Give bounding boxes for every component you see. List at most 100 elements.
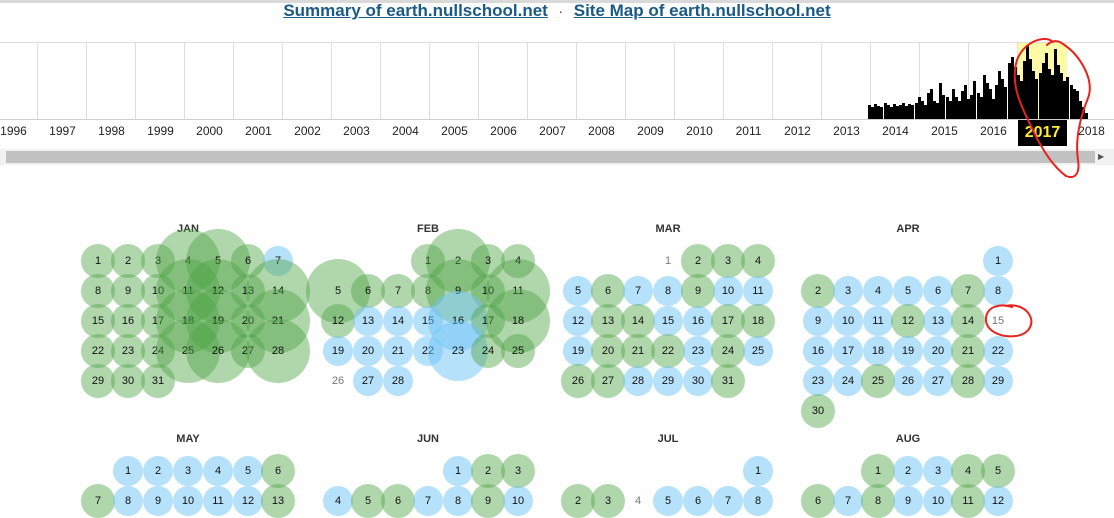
year-label-2016[interactable]: 2016 <box>980 124 1007 138</box>
day-feb-20[interactable]: 20 <box>361 345 375 357</box>
day-feb-21[interactable]: 21 <box>391 345 405 357</box>
year-column-2007[interactable] <box>528 43 577 119</box>
day-aug-11[interactable]: 11 <box>962 495 974 507</box>
day-apr-1[interactable]: 1 <box>994 255 1002 267</box>
day-mar-11[interactable]: 11 <box>752 285 764 297</box>
day-mar-3[interactable]: 3 <box>724 255 732 267</box>
summary-link[interactable]: Summary of earth.nullschool.net <box>283 1 548 20</box>
day-apr-30[interactable]: 30 <box>811 405 825 417</box>
day-apr-25[interactable]: 25 <box>871 375 885 387</box>
day-aug-2[interactable]: 2 <box>904 465 912 477</box>
day-mar-4[interactable]: 4 <box>754 255 762 267</box>
day-jan-11[interactable]: 11 <box>182 285 194 297</box>
sparkline-histogram[interactable] <box>0 42 1114 120</box>
year-label-2013[interactable]: 2013 <box>833 124 860 138</box>
day-aug-12[interactable]: 12 <box>991 495 1005 507</box>
day-mar-18[interactable]: 18 <box>751 315 765 327</box>
day-jan-10[interactable]: 10 <box>151 285 165 297</box>
day-mar-27[interactable]: 27 <box>601 375 615 387</box>
year-label-1996[interactable]: 1996 <box>0 124 27 138</box>
day-apr-4[interactable]: 4 <box>874 285 882 297</box>
day-feb-8[interactable]: 8 <box>424 285 432 297</box>
day-mar-6[interactable]: 6 <box>604 285 612 297</box>
day-feb-11[interactable]: 11 <box>512 285 524 297</box>
day-apr-13[interactable]: 13 <box>931 315 945 327</box>
year-column-2009[interactable] <box>626 43 675 119</box>
year-label-2014[interactable]: 2014 <box>882 124 909 138</box>
day-feb-24[interactable]: 24 <box>481 345 495 357</box>
day-may-12[interactable]: 12 <box>241 495 255 507</box>
year-label-2018[interactable]: 2018 <box>1078 124 1105 138</box>
day-feb-22[interactable]: 22 <box>421 345 435 357</box>
day-jun-6[interactable]: 6 <box>394 495 402 507</box>
day-feb-25[interactable]: 25 <box>511 345 525 357</box>
day-jan-4[interactable]: 4 <box>184 255 192 267</box>
day-mar-26[interactable]: 26 <box>571 375 585 387</box>
day-jan-25[interactable]: 25 <box>181 345 195 357</box>
day-mar-21[interactable]: 21 <box>631 345 645 357</box>
day-feb-15[interactable]: 15 <box>421 315 435 327</box>
day-jan-9[interactable]: 9 <box>124 285 132 297</box>
day-jan-19[interactable]: 19 <box>211 315 225 327</box>
year-label-2003[interactable]: 2003 <box>343 124 370 138</box>
day-jul-5[interactable]: 5 <box>664 495 672 507</box>
day-jan-16[interactable]: 16 <box>121 315 135 327</box>
year-column-2000[interactable] <box>185 43 234 119</box>
day-jun-4[interactable]: 4 <box>334 495 342 507</box>
day-mar-23[interactable]: 23 <box>691 345 705 357</box>
day-apr-12[interactable]: 12 <box>901 315 915 327</box>
day-mar-30[interactable]: 30 <box>691 375 705 387</box>
day-jan-27[interactable]: 27 <box>241 345 255 357</box>
day-feb-18[interactable]: 18 <box>511 315 525 327</box>
day-apr-18[interactable]: 18 <box>871 345 885 357</box>
day-apr-7[interactable]: 7 <box>964 285 972 297</box>
day-mar-25[interactable]: 25 <box>751 345 765 357</box>
day-apr-14[interactable]: 14 <box>961 315 975 327</box>
day-jul-2[interactable]: 2 <box>574 495 582 507</box>
day-apr-2[interactable]: 2 <box>814 285 822 297</box>
day-feb-17[interactable]: 17 <box>481 315 495 327</box>
day-apr-6[interactable]: 6 <box>934 285 942 297</box>
timeline-scrollbar[interactable]: ▶ <box>0 149 1114 165</box>
year-label-2001[interactable]: 2001 <box>245 124 272 138</box>
day-may-1[interactable]: 1 <box>124 465 132 477</box>
sitemap-link[interactable]: Site Map of earth.nullschool.net <box>573 1 831 20</box>
day-feb-5[interactable]: 5 <box>334 285 342 297</box>
day-feb-3[interactable]: 3 <box>484 255 492 267</box>
day-apr-22[interactable]: 22 <box>991 345 1005 357</box>
year-label-2006[interactable]: 2006 <box>490 124 517 138</box>
day-feb-4[interactable]: 4 <box>514 255 522 267</box>
day-mar-24[interactable]: 24 <box>721 345 735 357</box>
year-label-2017[interactable]: 2017 <box>1018 120 1067 146</box>
day-feb-2[interactable]: 2 <box>454 255 462 267</box>
year-label-1997[interactable]: 1997 <box>49 124 76 138</box>
day-jan-22[interactable]: 22 <box>91 345 105 357</box>
year-label-2002[interactable]: 2002 <box>294 124 321 138</box>
day-jan-1[interactable]: 1 <box>94 255 102 267</box>
day-mar-15[interactable]: 15 <box>661 315 675 327</box>
day-jan-6[interactable]: 6 <box>244 255 252 267</box>
year-label-2000[interactable]: 2000 <box>196 124 223 138</box>
day-may-6[interactable]: 6 <box>274 465 282 477</box>
year-column-2003[interactable] <box>332 43 381 119</box>
year-label-2009[interactable]: 2009 <box>637 124 664 138</box>
day-apr-21[interactable]: 21 <box>961 345 975 357</box>
day-mar-5[interactable]: 5 <box>574 285 582 297</box>
day-aug-7[interactable]: 7 <box>844 495 852 507</box>
year-column-2004[interactable] <box>381 43 430 119</box>
day-feb-6[interactable]: 6 <box>364 285 372 297</box>
year-column-1997[interactable] <box>38 43 87 119</box>
day-apr-5[interactable]: 5 <box>904 285 912 297</box>
scrollbar-thumb[interactable] <box>6 151 1095 163</box>
day-mar-2[interactable]: 2 <box>694 255 702 267</box>
year-label-2005[interactable]: 2005 <box>441 124 468 138</box>
day-may-11[interactable]: 11 <box>212 495 224 507</box>
day-aug-5[interactable]: 5 <box>994 465 1002 477</box>
day-apr-9[interactable]: 9 <box>814 315 822 327</box>
day-jan-18[interactable]: 18 <box>181 315 195 327</box>
day-may-8[interactable]: 8 <box>124 495 132 507</box>
day-jan-23[interactable]: 23 <box>121 345 135 357</box>
day-jan-20[interactable]: 20 <box>241 315 255 327</box>
day-jan-14[interactable]: 14 <box>271 285 285 297</box>
year-column-2015[interactable] <box>920 43 969 119</box>
